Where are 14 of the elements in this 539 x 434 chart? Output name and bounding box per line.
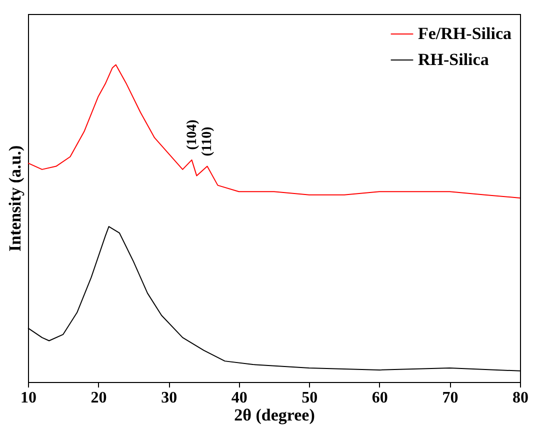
x-axis-title: 2θ (degree) — [234, 406, 315, 424]
x-tick-label: 30 — [161, 390, 178, 406]
x-tick-label: 20 — [90, 390, 107, 406]
x-tick-label: 70 — [442, 390, 458, 406]
x-tick-label: 50 — [302, 390, 318, 406]
x-tick-label: 40 — [231, 390, 248, 406]
x-tick-label: 60 — [372, 390, 388, 406]
annotation: (104) — [184, 119, 200, 150]
annotation: (110) — [200, 126, 216, 156]
y-axis-title: Intensity (a.u.) — [6, 145, 24, 252]
legend-label: Fe/RH-Silica — [418, 24, 512, 43]
x-tick-label: 10 — [20, 390, 36, 406]
x-tick-label: 80 — [512, 390, 528, 406]
legend-label: RH-Silica — [418, 50, 490, 69]
